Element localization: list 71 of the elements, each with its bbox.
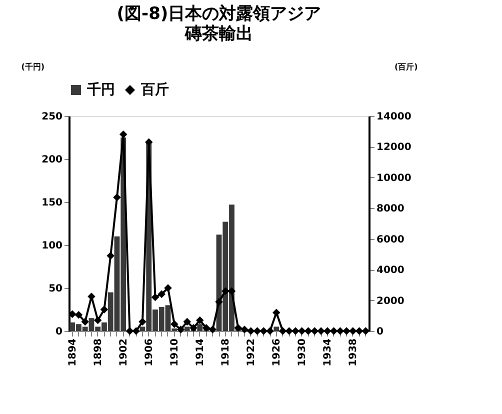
y-tick-label: 150 bbox=[42, 198, 63, 208]
point bbox=[170, 320, 178, 328]
y2-tick-label: 12000 bbox=[376, 142, 412, 154]
point bbox=[253, 327, 262, 335]
y2-tick-label: 0 bbox=[376, 326, 384, 338]
x-tick-label: 1918 bbox=[220, 338, 232, 366]
point bbox=[324, 327, 332, 335]
y-tick-label: 0 bbox=[56, 326, 63, 338]
y2-tick-label: 14000 bbox=[376, 112, 412, 122]
y2-tick-label: 10000 bbox=[376, 172, 412, 184]
point bbox=[190, 324, 198, 332]
point bbox=[119, 130, 128, 138]
y2-tick-label: 8000 bbox=[376, 204, 404, 215]
point bbox=[106, 252, 114, 260]
point bbox=[202, 324, 210, 332]
x-tick-label: 1926 bbox=[271, 338, 282, 366]
point bbox=[164, 284, 172, 292]
point bbox=[247, 327, 255, 335]
y2-tick-label: 2000 bbox=[376, 296, 404, 307]
point bbox=[144, 138, 153, 146]
point bbox=[304, 327, 312, 335]
point bbox=[138, 318, 146, 326]
point bbox=[240, 326, 248, 334]
bar bbox=[274, 326, 280, 331]
point bbox=[272, 308, 280, 316]
point bbox=[278, 327, 287, 335]
point bbox=[132, 327, 140, 335]
point bbox=[196, 316, 204, 324]
point bbox=[215, 298, 223, 306]
point bbox=[151, 293, 160, 302]
x-tick-label: 1938 bbox=[348, 338, 359, 366]
legend-label: 百斤 bbox=[140, 81, 169, 98]
point bbox=[94, 316, 102, 324]
point bbox=[342, 327, 350, 335]
y-tick-label: 100 bbox=[42, 240, 63, 252]
y-tick-label: 250 bbox=[42, 112, 63, 122]
x-tick-label: 1934 bbox=[322, 338, 334, 366]
chart-subtitle: 磚茶輸出 bbox=[184, 24, 253, 44]
point bbox=[176, 326, 185, 334]
point bbox=[266, 327, 274, 335]
legend-label: 千円 bbox=[86, 81, 115, 98]
y2-axis-title: (百斤) bbox=[394, 62, 418, 72]
x-tick-label: 1910 bbox=[169, 338, 180, 366]
point bbox=[183, 318, 191, 326]
point bbox=[234, 324, 242, 332]
point bbox=[100, 306, 108, 314]
point bbox=[222, 287, 230, 295]
point bbox=[317, 327, 325, 335]
point bbox=[298, 327, 306, 335]
y2-tick-label: 6000 bbox=[376, 234, 404, 246]
x-tick-label: 1922 bbox=[246, 338, 257, 366]
chart-title: (図-8)日本の対露領アジア bbox=[116, 4, 322, 24]
point bbox=[362, 327, 370, 335]
y-tick-label: 50 bbox=[48, 284, 63, 294]
point bbox=[349, 327, 357, 335]
x-tick-label: 1914 bbox=[194, 338, 206, 366]
point bbox=[74, 311, 83, 319]
x-tick-label: 1898 bbox=[92, 338, 104, 366]
y2-tick-label: 4000 bbox=[376, 265, 404, 276]
point bbox=[292, 327, 300, 335]
x-tick-label: 1894 bbox=[67, 338, 78, 366]
y-tick-label: 200 bbox=[42, 154, 63, 166]
x-tick-label: 1902 bbox=[118, 338, 130, 366]
x-tick-label: 1930 bbox=[296, 338, 308, 366]
point bbox=[113, 194, 121, 202]
point bbox=[81, 318, 89, 326]
point bbox=[158, 290, 166, 298]
x-tick-label: 1906 bbox=[144, 338, 155, 366]
point bbox=[228, 287, 236, 295]
y-axis-title: (千円) bbox=[21, 62, 44, 72]
point bbox=[208, 326, 216, 334]
